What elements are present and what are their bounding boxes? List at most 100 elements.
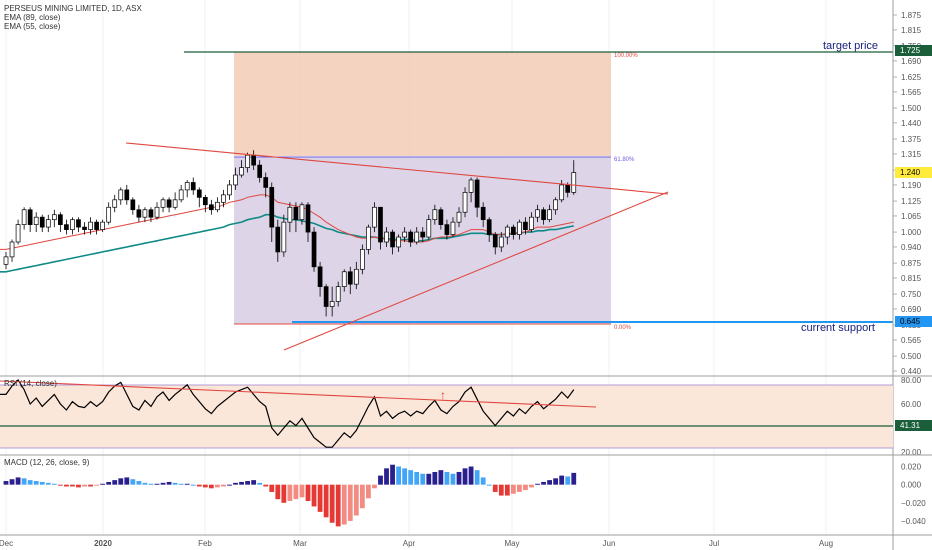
candle-body (281, 221, 287, 253)
candle-body (498, 236, 504, 248)
macd-bar (45, 482, 51, 485)
macd-bar (245, 481, 250, 485)
macd-bar (414, 471, 420, 485)
candle (281, 214, 287, 257)
candle (51, 209, 57, 228)
macd-bar (462, 468, 468, 485)
candle (323, 284, 329, 317)
macd-bar (202, 484, 208, 488)
candle-body (112, 199, 118, 208)
candle (202, 194, 208, 213)
rsi-band (0, 385, 893, 448)
candle (498, 232, 504, 252)
macd-bar (215, 484, 220, 488)
macd-bar (468, 466, 474, 485)
candle (94, 219, 99, 235)
candle-body (360, 249, 365, 270)
macd-bar (535, 483, 540, 485)
macd-bar (378, 475, 383, 485)
candle-body (27, 209, 33, 225)
candle-body (245, 154, 250, 168)
price-tick-label: 1.565 (901, 88, 922, 97)
candle-body (426, 219, 432, 238)
rsi-tick-label: 80.00 (901, 376, 922, 385)
macd-bar (227, 484, 232, 486)
time-tick-label: 2020 (94, 539, 112, 548)
candle (504, 224, 510, 245)
candle-body (76, 219, 81, 228)
candle-body (317, 266, 323, 288)
candle-body (287, 206, 293, 223)
candle (432, 204, 438, 225)
macd-bar (384, 468, 389, 485)
candle (511, 224, 516, 240)
candle-body (160, 199, 166, 208)
price-tick-label: 1.500 (901, 104, 922, 113)
candle (384, 227, 389, 247)
time-tick-label: Jun (603, 539, 616, 548)
candle (553, 197, 558, 215)
candle-body (462, 192, 468, 213)
macd-bar (106, 481, 112, 485)
rsi-level-tag-text: 41.31 (900, 421, 921, 430)
macd-bar (323, 484, 329, 518)
macd-bar (287, 484, 293, 501)
candle (142, 207, 148, 223)
macd-bar (432, 471, 438, 485)
candle (154, 202, 160, 220)
price-tick-label: 1.000 (901, 228, 922, 237)
candle-body (384, 231, 389, 243)
macd-bar (510, 484, 516, 494)
rsi-tick-label: 60.00 (901, 400, 922, 409)
candle-body (70, 219, 75, 230)
macd-bar (390, 464, 395, 485)
candle (148, 207, 154, 223)
macd-bar (492, 484, 498, 492)
candle (414, 227, 420, 245)
legend-ema55: EMA (55, close) (4, 22, 61, 31)
fib-0-label: 0.00% (614, 325, 632, 331)
rsi-tick-label: 20.00 (901, 448, 922, 457)
candle (480, 202, 486, 228)
macd-bar (9, 479, 15, 485)
candle-body (106, 206, 112, 223)
target-price-label: target price (823, 40, 878, 52)
macd-bar (347, 484, 353, 521)
candle-body (154, 206, 160, 218)
macd-bar (559, 475, 565, 485)
macd-bar (27, 480, 33, 485)
candle (245, 152, 250, 173)
candle-body (353, 268, 359, 285)
current-price-tag-text: 1.240 (900, 168, 921, 177)
candle-body (523, 221, 528, 230)
candle-body (511, 226, 516, 235)
candle (184, 179, 190, 198)
candle (269, 182, 275, 242)
time-tick-label: Dec (0, 539, 13, 548)
macd-bar (353, 484, 359, 516)
candle-body (202, 196, 208, 206)
ema-lines (0, 194, 574, 273)
candle (275, 219, 281, 262)
price-tick-label: 1.440 (901, 119, 922, 128)
candle-body (257, 164, 263, 178)
macd-tick-label: −0.020 (901, 499, 926, 508)
candle-body (323, 286, 329, 307)
macd-bar (486, 484, 492, 486)
macd-bar (112, 480, 118, 485)
candle (347, 266, 353, 295)
candle-body (94, 221, 99, 230)
macd-bar (33, 481, 39, 485)
candle-body (378, 206, 383, 243)
macd-bar (450, 473, 456, 485)
price-tick-label: 0.500 (901, 352, 922, 361)
macd-bar (504, 484, 510, 496)
candle-body (130, 199, 136, 211)
time-tick-label: Feb (198, 539, 212, 548)
candle (462, 187, 468, 218)
candle-body (565, 184, 571, 193)
candle (130, 197, 136, 215)
macd-bar (474, 470, 480, 485)
candle-body (64, 224, 69, 230)
